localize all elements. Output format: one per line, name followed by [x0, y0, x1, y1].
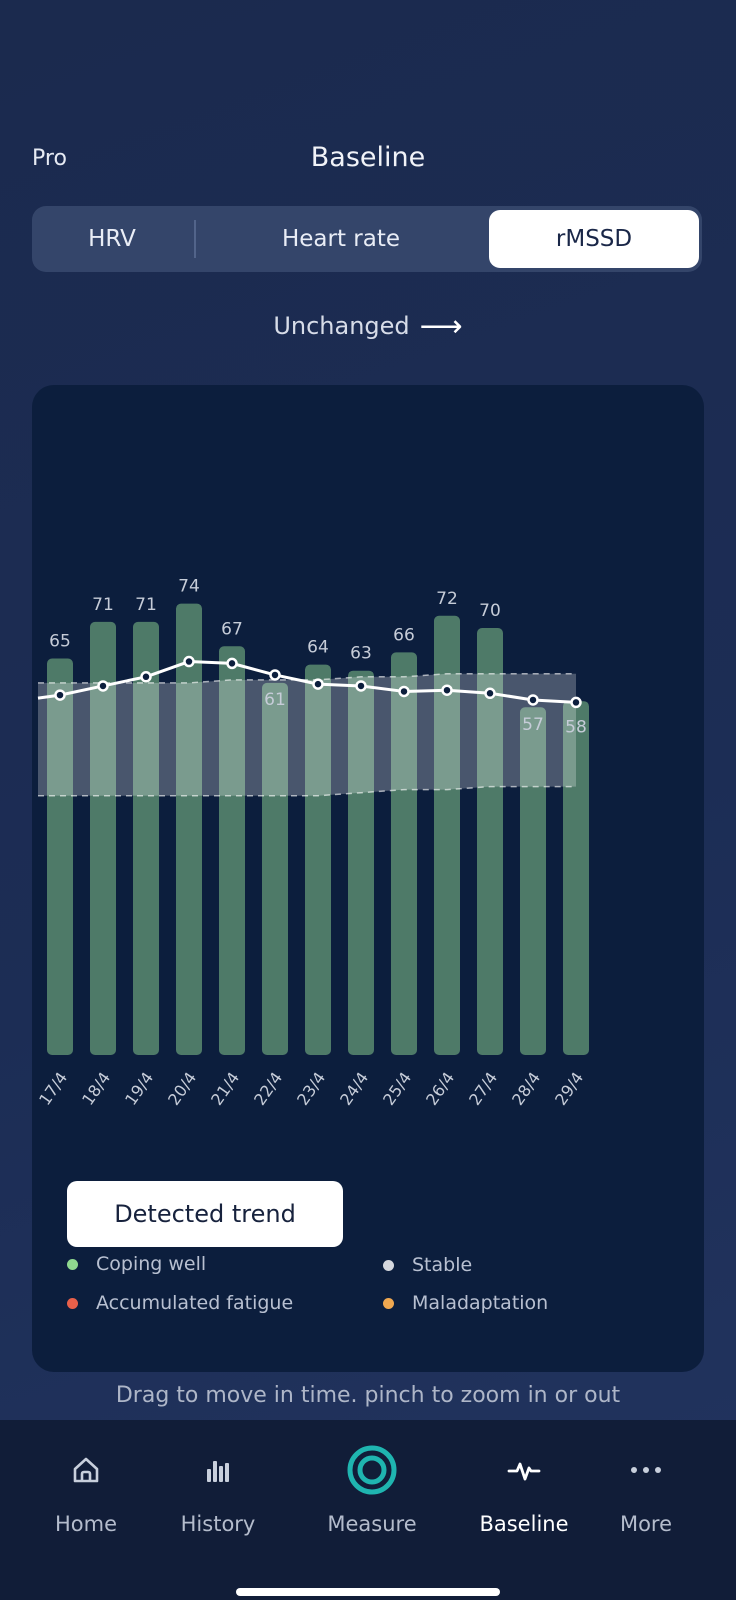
value-label-19/4: 71 [135, 595, 157, 615]
legend-coping-well: Coping well [67, 1253, 206, 1275]
baseline-chart[interactable]: 65 71 71 74 67 61 64 63 66 72 70 57 58 17/4 18/4 19/4 20… [32, 385, 704, 1145]
legend-label-accumulated-fatigue: Accumulated fatigue [96, 1292, 294, 1314]
bar-29/4 [563, 701, 589, 1055]
segment-rmssd[interactable]: rMSSD [489, 210, 699, 268]
baseline-average-line [37, 660, 577, 704]
value-label-27/4: 70 [479, 601, 501, 621]
bar-17/4 [47, 658, 73, 1055]
average-point-18/4 [97, 680, 109, 692]
pro-label[interactable]: Pro [32, 146, 67, 171]
x-tick-20/4: 20/4 [164, 1068, 200, 1108]
home-indicator [236, 1588, 500, 1596]
bar-chart-icon [207, 1461, 229, 1482]
bar-19/4 [133, 621, 159, 1055]
legend-accumulated-fatigue: Accumulated fatigue [67, 1292, 293, 1314]
chart-card[interactable]: 65 71 71 74 67 61 64 63 66 72 70 57 58 17/4 18/4 19/4 20… [32, 385, 704, 1372]
value-label-22/4: 61 [264, 690, 286, 710]
baseline-band [38, 673, 576, 796]
tab-measure[interactable]: Measure [312, 1442, 432, 1536]
value-label-25/4: 66 [393, 625, 415, 645]
bar-24/4 [348, 670, 374, 1055]
pulse-icon [507, 1462, 541, 1481]
bar-18/4 [90, 621, 116, 1055]
legend-dot-stable [383, 1259, 394, 1271]
value-label-18/4: 71 [92, 595, 114, 615]
value-label-20/4: 74 [178, 577, 200, 597]
value-label-23/4: 64 [307, 638, 329, 658]
bar-26/4 [434, 615, 460, 1055]
value-label-17/4: 65 [49, 632, 71, 652]
legend-label-coping-well: Coping well [96, 1253, 207, 1275]
value-label-26/4: 72 [436, 589, 458, 609]
legend-maladaptation: Maladaptation [383, 1292, 548, 1314]
tab-baseline[interactable]: Baseline [464, 1442, 584, 1536]
average-point-24/4 [355, 680, 367, 692]
bar-25/4 [391, 652, 417, 1055]
x-tick-28/4: 28/4 [508, 1068, 544, 1108]
metric-segmented-control: HRV Heart rate rMSSD [32, 206, 702, 272]
arrow-right-icon: ⟶ [419, 309, 463, 344]
legend-dot-maladaptation [383, 1297, 394, 1309]
home-icon [73, 1457, 99, 1483]
bottom-tab-bar: Home History Measure Baseline [0, 1420, 736, 1600]
band-lower-line [38, 785, 576, 797]
bar-27/4 [477, 628, 503, 1055]
bar-22/4 [262, 682, 288, 1055]
average-point-25/4 [398, 685, 410, 698]
tab-more[interactable]: More [586, 1442, 706, 1536]
average-point-21/4 [226, 657, 238, 670]
x-tick-21/4: 21/4 [207, 1068, 243, 1108]
legend-dot-accumulated-fatigue [67, 1297, 78, 1309]
average-point-26/4 [441, 684, 453, 696]
measure-ring-icon [347, 1445, 397, 1495]
tab-history-label: History [180, 1512, 256, 1536]
legend-dot-coping-well [67, 1258, 78, 1270]
value-label-28/4: 57 [522, 715, 544, 735]
average-point-22/4 [269, 669, 281, 681]
tab-baseline-label: Baseline [479, 1512, 569, 1536]
value-label-29/4: 58 [565, 717, 587, 737]
average-point-17/4 [54, 689, 66, 701]
x-tick-23/4: 23/4 [293, 1068, 329, 1108]
segment-hrv[interactable]: HRV [88, 226, 136, 252]
x-tick-19/4: 19/4 [121, 1068, 157, 1108]
x-tick-29/4: 29/4 [551, 1068, 587, 1108]
value-label-21/4: 67 [221, 619, 243, 639]
average-point-23/4 [312, 678, 324, 690]
x-tick-17/4: 17/4 [35, 1068, 71, 1108]
bar-21/4 [219, 646, 245, 1055]
x-tick-25/4: 25/4 [379, 1068, 415, 1108]
average-point-28/4 [527, 694, 539, 706]
trend-status: Unchanged ⟶ [0, 309, 736, 344]
x-tick-18/4: 18/4 [78, 1068, 114, 1108]
segment-divider [194, 220, 196, 258]
trend-status-label: Unchanged [273, 312, 410, 340]
legend-stable: Stable [383, 1254, 472, 1276]
tab-measure-label: Measure [327, 1512, 417, 1536]
legend-label-stable: Stable [412, 1254, 473, 1276]
x-tick-27/4: 27/4 [465, 1068, 501, 1108]
bar-20/4 [176, 603, 202, 1055]
average-point-29/4 [570, 696, 582, 709]
tab-history[interactable]: History [158, 1442, 278, 1536]
value-label-24/4: 63 [350, 644, 372, 664]
x-tick-22/4: 22/4 [250, 1068, 286, 1108]
detected-trend-button[interactable]: Detected trend [67, 1181, 343, 1247]
average-point-27/4 [484, 687, 496, 700]
tab-home[interactable]: Home [26, 1442, 146, 1536]
bar-23/4 [305, 664, 331, 1055]
x-tick-24/4: 24/4 [336, 1068, 372, 1108]
legend-label-maladaptation: Maladaptation [412, 1292, 549, 1314]
x-tick-26/4: 26/4 [422, 1068, 458, 1108]
gesture-hint: Drag to move in time. pinch to zoom in o… [115, 1383, 621, 1408]
average-point-19/4 [140, 671, 152, 683]
bar-28/4 [520, 707, 546, 1055]
tab-home-label: Home [54, 1512, 117, 1536]
more-dots-icon [631, 1467, 661, 1473]
tab-more-label: More [619, 1512, 673, 1536]
average-point-20/4 [183, 655, 195, 668]
segment-heart-rate[interactable]: Heart rate [281, 226, 401, 252]
page-title: Baseline [310, 142, 426, 173]
